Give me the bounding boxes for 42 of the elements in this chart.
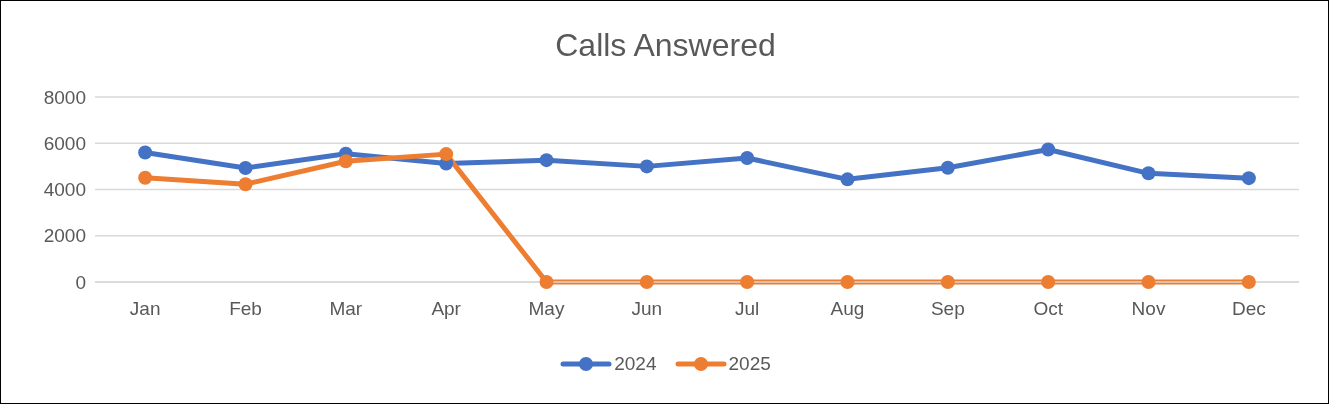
point	[740, 151, 755, 166]
point	[840, 172, 855, 187]
point	[1041, 142, 1056, 157]
point	[539, 153, 554, 168]
y-tick-label: 8000	[43, 86, 86, 108]
point	[338, 154, 353, 169]
point	[639, 275, 654, 289]
chart-title: Calls Answered	[555, 27, 776, 63]
x-tick-label: Dec	[1231, 298, 1266, 320]
x-tick-label: Jan	[129, 298, 161, 320]
y-tick-label: 6000	[43, 132, 86, 154]
x-tick-label: Aug	[830, 298, 865, 320]
y-tick-label: 0	[75, 271, 86, 293]
point	[439, 147, 454, 162]
legend-label: 2024	[614, 353, 657, 374]
point	[1241, 275, 1256, 289]
x-tick-label: Apr	[431, 298, 462, 320]
point	[940, 275, 955, 289]
x-tick-label: Nov	[1131, 298, 1166, 320]
x-tick-label: May	[528, 298, 565, 320]
point	[138, 170, 153, 185]
point	[539, 275, 554, 289]
x-tick-label: Mar	[329, 298, 363, 320]
x-tick-label: Feb	[229, 298, 262, 320]
x-tick-label: Oct	[1033, 298, 1064, 320]
point	[1141, 275, 1156, 289]
point	[138, 145, 153, 160]
point	[940, 160, 955, 175]
legend-label: 2025	[728, 353, 771, 374]
point	[238, 177, 253, 192]
y-tick-label: 2000	[43, 225, 86, 247]
point	[639, 159, 654, 174]
x-tick-label: Jul	[735, 298, 760, 320]
point	[1141, 166, 1156, 181]
point	[1041, 275, 1056, 289]
x-tick-label: Sep	[930, 298, 965, 320]
y-tick-label: 4000	[43, 179, 86, 201]
point	[1241, 171, 1256, 186]
point	[740, 275, 755, 289]
point	[840, 275, 855, 289]
point	[238, 160, 253, 175]
x-tick-label: Jun	[631, 298, 663, 320]
